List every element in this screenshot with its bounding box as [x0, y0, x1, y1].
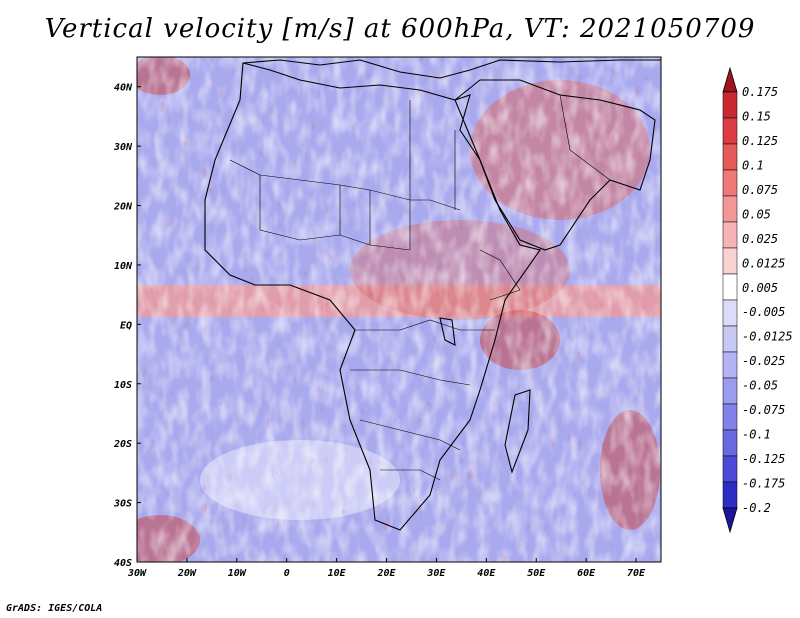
- colorbar-swatch: [722, 429, 738, 457]
- colorbar-label: -0.2: [742, 501, 771, 515]
- colorbar-label: 0.125: [742, 134, 778, 148]
- colorbar-swatch: [722, 221, 738, 249]
- colorbar-label: 0.005: [742, 281, 778, 295]
- lat-tick-label: EQ: [120, 320, 132, 331]
- colorbar-swatch: [722, 91, 738, 119]
- lat-tick-label: 40N: [114, 83, 133, 94]
- colorbar-label: 0.05: [742, 207, 771, 221]
- colorbar-top-arrow: [722, 66, 738, 93]
- colorbar-label: 0.1: [742, 158, 764, 172]
- lon-tick-label: 0: [284, 568, 290, 579]
- lon-tick-label: 70E: [627, 568, 646, 579]
- colorbar-label: -0.1: [742, 428, 771, 442]
- lat-tick-label: 20S: [113, 439, 132, 450]
- colorbar-label: -0.0125: [742, 330, 793, 344]
- colorbar-label: 0.175: [742, 85, 778, 99]
- lat-tick-label: 10N: [114, 261, 133, 272]
- colorbar-swatch: [722, 377, 738, 405]
- lat-tick-label: 10S: [114, 380, 132, 391]
- colorbar-swatch: [722, 195, 738, 223]
- colorbar-label: 0.0125: [742, 256, 785, 270]
- colorbar-label: -0.005: [742, 305, 785, 319]
- longitude-axis: 30W 20W 10W 0 10E 20E 30E 40E 50E 60E 70E: [127, 558, 646, 579]
- coastlines: [204, 59, 661, 531]
- colorbar-swatch: [722, 273, 738, 301]
- lon-tick-label: 40E: [477, 568, 496, 579]
- colorbar-label: -0.075: [742, 403, 785, 417]
- lon-tick-label: 10W: [228, 568, 247, 579]
- lon-tick-label: 30W: [127, 568, 147, 579]
- colorbar-label: -0.025: [742, 354, 785, 368]
- latitude-axis: 40N 30N 20N 10N EQ 10S 20S 30S 40S: [113, 83, 141, 569]
- colorbar-swatch: [722, 455, 738, 483]
- colorbar-swatch: [722, 481, 738, 509]
- lon-tick-label: 30E: [426, 568, 446, 579]
- colorbar-swatch: [722, 247, 738, 275]
- colorbar-label: -0.175: [742, 477, 785, 491]
- plot-frame: [136, 56, 662, 563]
- lon-tick-label: 10E: [328, 568, 347, 579]
- colorbar-label: -0.05: [742, 379, 778, 393]
- lat-tick-label: 20N: [113, 202, 133, 213]
- colorbar-swatch: [722, 299, 738, 327]
- lon-tick-label: 20W: [177, 568, 197, 579]
- lon-tick-label: 20E: [376, 568, 396, 579]
- lat-tick-label: 30S: [113, 499, 132, 510]
- colorbar-label: 0.025: [742, 232, 778, 246]
- lon-tick-label: 50E: [527, 568, 546, 579]
- colorbar-swatch: [722, 403, 738, 431]
- colorbar-label: -0.125: [742, 452, 785, 466]
- plot-title: Vertical velocity [m/s] at 600hPa, VT: 2…: [44, 14, 756, 44]
- colorbar-label: 0.075: [742, 183, 778, 197]
- lon-tick-label: 60E: [577, 568, 596, 579]
- colorbar-swatch: [722, 325, 738, 353]
- lat-tick-label: 40S: [114, 558, 132, 569]
- lat-tick-label: 30N: [113, 142, 133, 153]
- colorbar: 0.175 0.15 0.125 0.1 0.075 0.05 0.025 0.0125 0.0…: [722, 66, 793, 534]
- field-layer: [137, 57, 661, 562]
- colorbar-swatch: [722, 169, 738, 197]
- country-borders: [229, 94, 611, 481]
- colorbar-swatch: [722, 143, 738, 171]
- colorbar-bottom-arrow: [722, 507, 738, 534]
- colorbar-swatch: [722, 351, 738, 379]
- credit-text: GrADS: IGES/COLA: [6, 603, 103, 614]
- colorbar-swatch: [722, 117, 738, 145]
- colorbar-label: 0.15: [742, 109, 771, 123]
